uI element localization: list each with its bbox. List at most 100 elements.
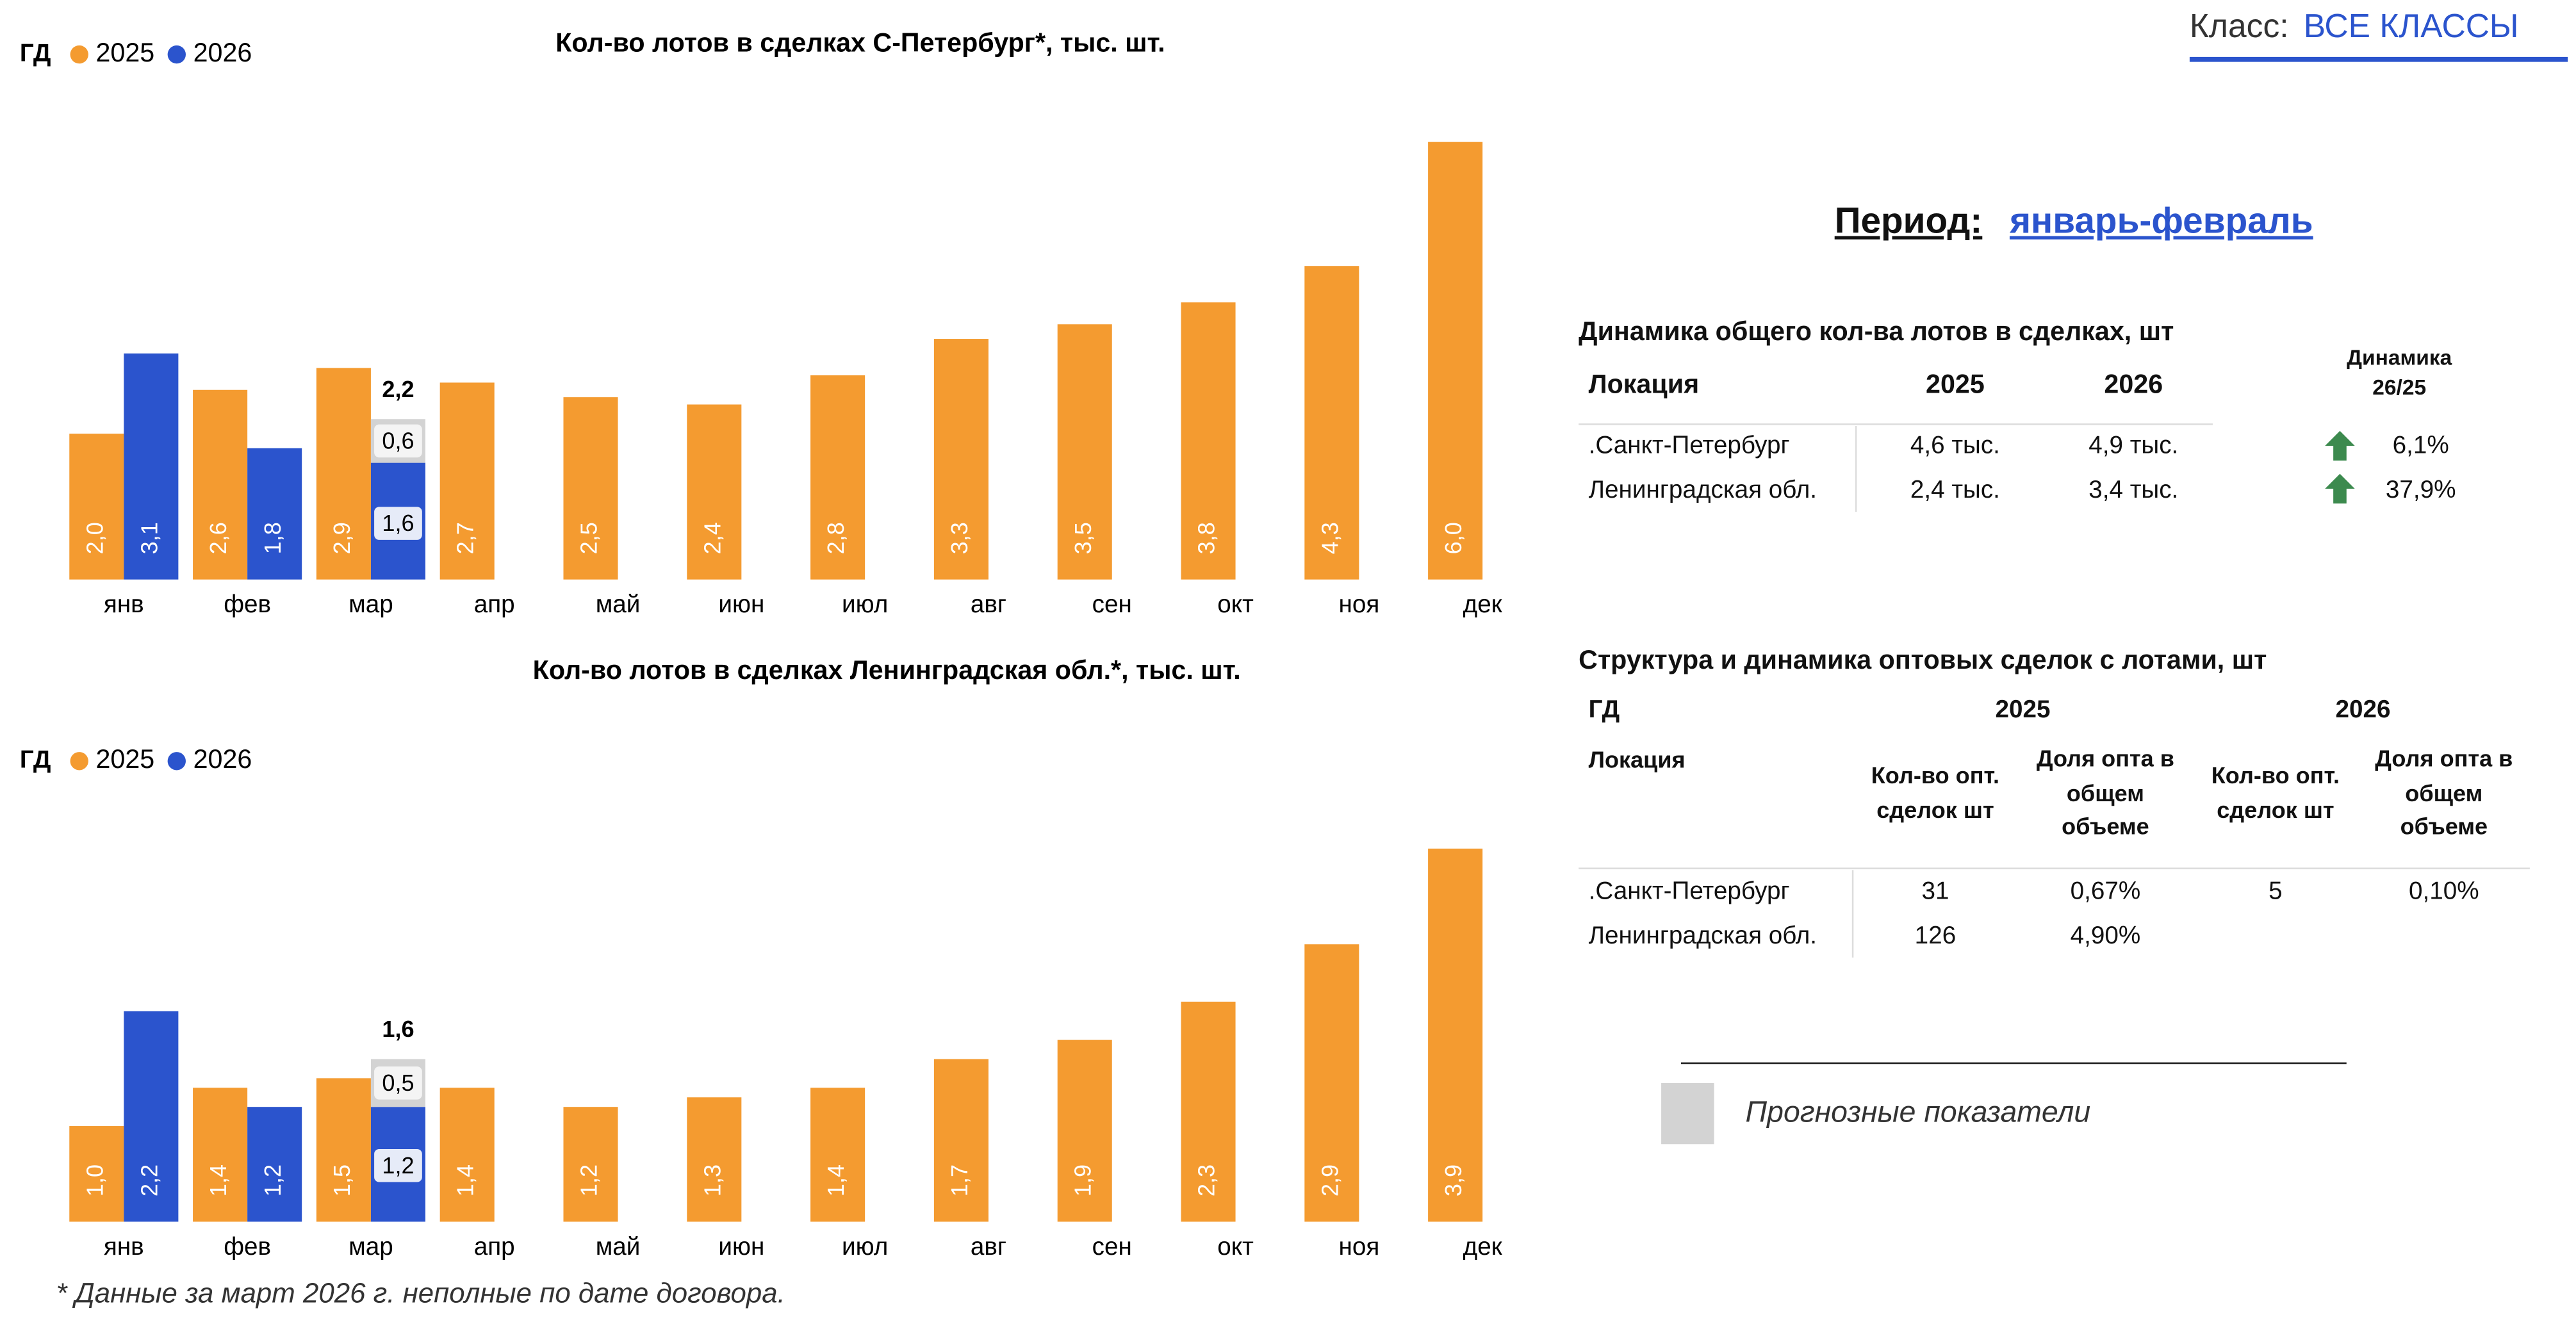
label-box (374, 424, 422, 458)
value-label: 2,3 (1194, 1164, 1220, 1196)
table-cell: 2,4 тыс. (1910, 476, 2000, 505)
group-header: 2026 (2335, 696, 2391, 724)
filter-value: ВСЕ КЛАССЫ (2303, 9, 2519, 45)
value-label: 2,8 (823, 522, 849, 554)
x-tick-label: фев (224, 591, 271, 618)
bar (439, 382, 495, 580)
value-label: 0,6 (382, 428, 414, 454)
total-label: 1,6 (382, 1016, 414, 1042)
table-cell: 5 (2268, 877, 2283, 906)
table-cell: 0,67% (2070, 877, 2141, 906)
column-header: 2025 (1926, 371, 1985, 400)
value-label: 2,2 (136, 1164, 162, 1196)
value-label: 2,6 (205, 522, 231, 554)
bar (193, 389, 248, 580)
value-label: 0,5 (382, 1070, 414, 1096)
period-value: январь-февраль (2009, 199, 2313, 241)
label-box (374, 371, 422, 408)
column-header: Локация (1588, 746, 1686, 773)
x-tick-label: май (596, 591, 641, 618)
value-label: 1,9 (1070, 1164, 1096, 1196)
x-tick-label: сен (1092, 591, 1132, 618)
x-tick-label: фев (224, 1233, 271, 1261)
arrows (2325, 430, 2355, 504)
x-tick-label: авг (971, 591, 1006, 618)
value-label: 1,5 (329, 1164, 355, 1196)
bar (1304, 944, 1359, 1222)
bar (687, 1097, 742, 1222)
column-header: Доля опта в общем объеме (2036, 745, 2174, 840)
legend-label: 2025 (96, 744, 155, 774)
value-label: 2,9 (1317, 1164, 1343, 1196)
bar (1428, 142, 1483, 580)
legend-swatch (70, 45, 88, 64)
value-label: 1,4 (452, 1164, 479, 1196)
legend-swatch (167, 45, 186, 64)
legend-swatch (70, 752, 88, 771)
bar (69, 1126, 124, 1222)
value-label: 1,4 (205, 1164, 231, 1196)
label-box (374, 1066, 422, 1100)
legend-title: ГД (20, 39, 51, 67)
bar (563, 1107, 618, 1222)
bar (933, 339, 989, 580)
x-tick-label: окт (1217, 1233, 1254, 1261)
value-label: 2,5 (576, 522, 602, 554)
x-tick-label: дек (1463, 591, 1503, 618)
column-header: Доля опта в общем объеме (2375, 745, 2513, 840)
bar (193, 1088, 248, 1222)
bar (316, 368, 371, 580)
column-header: 2026 (2104, 371, 2163, 400)
total-label: 2,2 (382, 376, 414, 402)
table-cell: 6,1% (2392, 432, 2449, 460)
bar (687, 404, 742, 580)
bar (563, 397, 618, 580)
bar (69, 434, 124, 580)
value-label: 2,7 (452, 522, 479, 554)
x-tick-label: ноя (1338, 1233, 1379, 1261)
bar (1181, 1001, 1236, 1222)
chart-title: Кол-во лотов в сделках Ленинградская обл… (533, 655, 1241, 685)
label-box (374, 507, 422, 540)
value-label: 3,1 (136, 522, 162, 554)
bar (247, 1107, 302, 1222)
x-tick-label: июл (842, 1233, 888, 1261)
value-label: 3,8 (1194, 522, 1220, 554)
group-header: 2025 (1995, 696, 2051, 724)
bar (810, 375, 866, 580)
bar (316, 1078, 371, 1222)
value-label: 3,3 (946, 522, 972, 554)
value-label: 1,2 (382, 1152, 414, 1179)
column-header: Локация (1588, 371, 1700, 400)
x-tick-label: июн (718, 1233, 764, 1261)
legend-swatch (1661, 1082, 1714, 1145)
table-cell: 4,9 тыс. (2088, 432, 2179, 460)
column-header: Динамика 26/25 (2347, 345, 2452, 400)
table-cell: 0,10% (2409, 877, 2479, 906)
value-label: 1,2 (576, 1164, 602, 1196)
value-label: 1,6 (382, 510, 414, 536)
table-cell: Ленинградская обл. (1588, 922, 1817, 951)
bar (1057, 324, 1112, 580)
value-label: 1,8 (259, 522, 286, 554)
table-cell: 4,6 тыс. (1910, 432, 2000, 460)
filter-label: Класс: (2189, 9, 2289, 45)
value-label: 2,4 (699, 522, 725, 554)
table-cell: Ленинградская обл. (1588, 476, 1817, 505)
value-label: 4,3 (1317, 522, 1343, 554)
table-cell: 3,4 тыс. (2088, 476, 2179, 505)
label-box (374, 1149, 422, 1182)
bar (1428, 848, 1483, 1222)
x-tick-label: янв (104, 591, 144, 618)
table-cell: 126 (1914, 922, 1957, 951)
bar (247, 448, 302, 580)
x-tick-label: янв (104, 1233, 144, 1261)
x-tick-label: мар (349, 1233, 393, 1261)
value-label: 3,5 (1070, 522, 1096, 554)
legend-label: 2026 (193, 38, 252, 67)
value-label: 1,2 (259, 1164, 286, 1196)
x-tick-label: апр (474, 1233, 515, 1261)
x-tick-label: авг (971, 1233, 1006, 1261)
x-tick-label: июн (718, 591, 764, 618)
bar (124, 353, 179, 580)
